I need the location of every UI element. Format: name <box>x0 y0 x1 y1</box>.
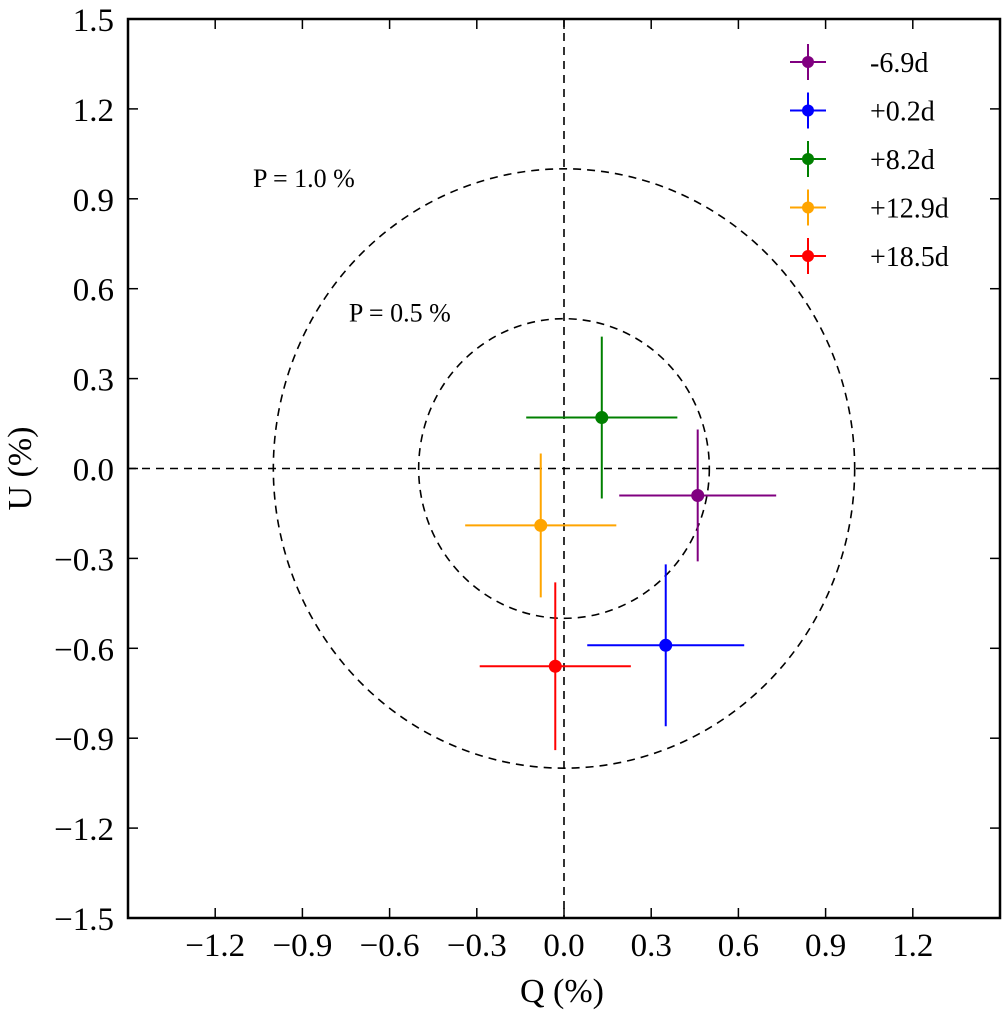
y-tick-label: 0.3 <box>73 363 114 399</box>
y-tick-label: −0.6 <box>54 632 114 668</box>
y-tick-label: −0.3 <box>54 542 114 578</box>
legend-label: -6.9d <box>870 48 928 79</box>
y-tick-label: 1.2 <box>73 93 114 129</box>
legend-marker <box>802 250 814 262</box>
x-tick-label: 0.6 <box>718 928 759 964</box>
legend-label: +12.9d <box>870 194 949 225</box>
y-tick-label: −1.2 <box>54 812 114 848</box>
legend-marker <box>802 104 814 117</box>
x-tick-label: 0.9 <box>805 928 846 964</box>
legend-item-3: +12.9d <box>790 189 949 226</box>
legend-label: +8.2d <box>870 145 935 176</box>
y-tick-label: −1.5 <box>54 902 114 938</box>
data-point-0 <box>619 429 777 562</box>
point-marker <box>691 488 705 502</box>
y-tick-label: 0.6 <box>73 273 114 309</box>
x-tick-label: −0.3 <box>447 928 507 964</box>
legend-marker <box>802 56 814 68</box>
y-tick-label: −0.9 <box>54 722 114 758</box>
legend-item-4: +18.5d <box>790 238 949 274</box>
legend-marker <box>802 201 814 214</box>
legend-label: +0.2d <box>870 97 935 128</box>
legend-item-1: +0.2d <box>790 92 935 129</box>
x-tick-label: 1.2 <box>892 928 933 964</box>
data-point-4 <box>479 582 631 751</box>
legend-marker <box>802 153 814 165</box>
point-marker <box>548 659 562 673</box>
legend-item-0: -6.9d <box>790 44 928 80</box>
legend-label: +18.5d <box>870 242 949 273</box>
point-marker <box>595 411 609 425</box>
legend: -6.9d +0.2d +8.2d +12.9d +18.5d <box>790 44 949 274</box>
y-tick-label: 0.9 <box>73 183 114 219</box>
data-point-1 <box>587 564 745 727</box>
polarization-circle-1 <box>417 317 711 620</box>
y-axis-title: U (%) <box>2 426 39 510</box>
circle-label-1: P = 0.5 % <box>349 299 451 328</box>
x-axis-title: Q (%) <box>520 973 604 1010</box>
x-tick-label: 0.3 <box>631 928 672 964</box>
x-tick-label: −0.9 <box>272 928 332 964</box>
circle-label-0: P = 1.0 % <box>253 164 355 193</box>
data-point-3 <box>465 453 617 598</box>
polarization-circle-0 <box>272 168 856 769</box>
x-tick-label: 0.0 <box>543 928 584 964</box>
x-tick-label: −1.2 <box>185 928 245 964</box>
legend-item-2: +8.2d <box>790 141 935 177</box>
y-tick-label: 0.0 <box>73 453 114 489</box>
point-marker <box>659 638 673 652</box>
y-tick-label: 1.5 <box>73 3 114 39</box>
data-point-2 <box>526 336 678 499</box>
x-tick-label: −0.6 <box>360 928 420 964</box>
point-marker <box>534 518 548 532</box>
